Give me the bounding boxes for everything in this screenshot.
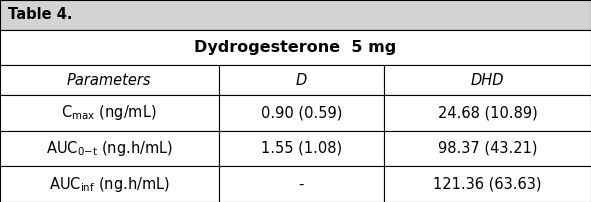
- Bar: [219, 131, 384, 166]
- Text: Parameters: Parameters: [67, 73, 151, 88]
- Text: $\mathregular{C_{max}}$ (ng/mL): $\mathregular{C_{max}}$ (ng/mL): [61, 103, 157, 122]
- Text: $\mathregular{AUC_{0\mathregular{-}t}}$ (ng.h/mL): $\mathregular{AUC_{0\mathregular{-}t}}$ …: [46, 139, 173, 158]
- Text: 1.55 (1.08): 1.55 (1.08): [261, 141, 342, 156]
- Bar: [0, 166, 219, 202]
- Bar: [0, 95, 219, 131]
- Text: Table 4.: Table 4.: [8, 7, 72, 22]
- Bar: [219, 166, 384, 202]
- Bar: [0, 30, 591, 65]
- Text: 98.37 (43.21): 98.37 (43.21): [438, 141, 537, 156]
- Bar: [219, 65, 384, 95]
- Text: $\mathregular{AUC_{inf}}$ (ng.h/mL): $\mathregular{AUC_{inf}}$ (ng.h/mL): [49, 175, 170, 194]
- Bar: [384, 131, 591, 166]
- Bar: [384, 95, 591, 131]
- Text: 0.90 (0.59): 0.90 (0.59): [261, 105, 342, 120]
- Bar: [0, 131, 219, 166]
- Bar: [219, 95, 384, 131]
- Bar: [0, 65, 219, 95]
- Text: DHD: DHD: [471, 73, 504, 88]
- Text: 121.36 (63.63): 121.36 (63.63): [433, 177, 542, 192]
- Text: 24.68 (10.89): 24.68 (10.89): [438, 105, 537, 120]
- Bar: [0, 0, 591, 30]
- Bar: [384, 166, 591, 202]
- Text: D: D: [296, 73, 307, 88]
- Text: Dydrogesterone  5 mg: Dydrogesterone 5 mg: [194, 40, 397, 55]
- Text: -: -: [298, 177, 304, 192]
- Bar: [384, 65, 591, 95]
